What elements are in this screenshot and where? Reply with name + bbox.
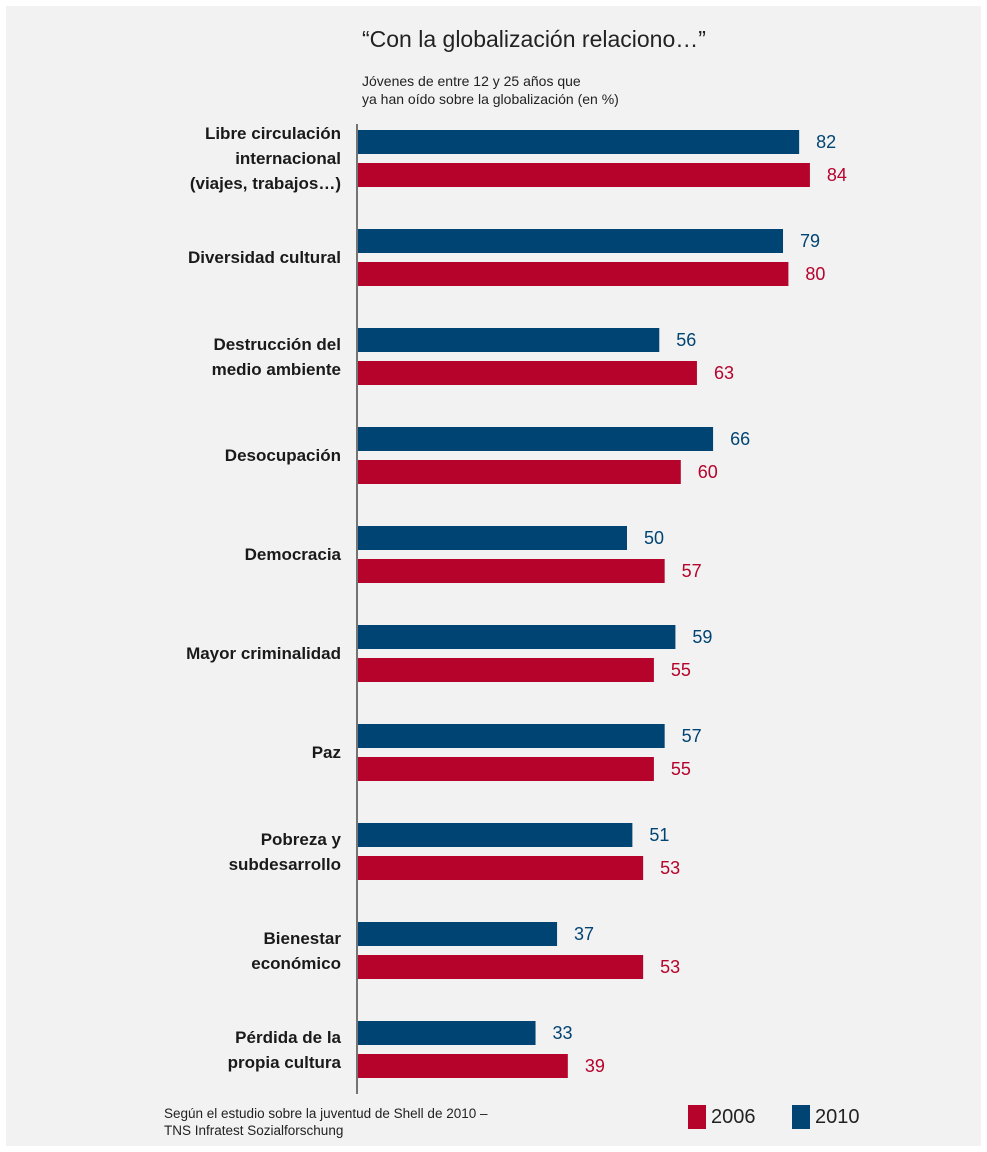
category-label-line: Pobreza y bbox=[260, 829, 341, 849]
bar-2010-1 bbox=[358, 229, 784, 253]
category-label-line: subdesarrollo bbox=[228, 854, 341, 874]
value-label-2010-3: 66 bbox=[730, 429, 751, 449]
source-line: Según el estudio sobre la juventud de Sh… bbox=[164, 1106, 488, 1121]
value-label-2006-6: 55 bbox=[670, 759, 691, 779]
category-label-line: Libre circulación bbox=[204, 124, 341, 143]
category-label-line: propia cultura bbox=[227, 1052, 341, 1072]
category-label-8: Bienestar económico bbox=[251, 926, 341, 976]
value-label-2006-2: 63 bbox=[713, 363, 734, 383]
value-label-2006-9: 39 bbox=[584, 1056, 605, 1076]
legend-swatch-2010 bbox=[792, 1105, 810, 1129]
chart-subtitle: Jóvenes de entre 12 y 25 años que ya han… bbox=[362, 72, 692, 108]
category-label-line: Paz bbox=[311, 743, 341, 762]
bar-2010-3 bbox=[358, 427, 714, 451]
value-label-2010-7: 51 bbox=[649, 825, 670, 845]
value-label-2006-5: 55 bbox=[670, 660, 691, 680]
value-label-2006-1: 80 bbox=[805, 264, 826, 284]
legend-label-2010: 2010 bbox=[815, 1105, 860, 1128]
bar-2006-0 bbox=[358, 163, 810, 187]
category-label-4: Democracia bbox=[245, 542, 341, 567]
bar-2006-6 bbox=[358, 757, 654, 781]
category-label-line: Desocupación bbox=[224, 446, 341, 465]
bar-2010-9 bbox=[358, 1021, 536, 1045]
bar-2010-0 bbox=[358, 130, 800, 154]
chart-title: “Con la globalización relaciono…” bbox=[362, 26, 706, 52]
value-label-2010-1: 79 bbox=[800, 231, 821, 251]
value-label-2006-8: 53 bbox=[660, 957, 681, 977]
category-label-line: Bienestar bbox=[263, 928, 341, 948]
value-label-2006-7: 53 bbox=[660, 858, 681, 878]
bar-2006-5 bbox=[358, 658, 654, 682]
bar-chart bbox=[356, 124, 810, 1094]
category-label-line: (viajes, trabajos…) bbox=[189, 174, 341, 193]
value-label-2006-4: 57 bbox=[681, 561, 702, 581]
category-label-line: Pérdida de la bbox=[235, 1027, 341, 1047]
category-label-2: Destrucción del medio ambiente bbox=[212, 332, 341, 382]
legend-item-2010: 2010 bbox=[792, 1105, 860, 1129]
category-label-line: económico bbox=[251, 953, 341, 973]
value-label-2010-8: 37 bbox=[574, 924, 595, 944]
subtitle-line: Jóvenes de entre 12 y 25 años que bbox=[362, 73, 581, 89]
category-label-0: Libre circulación internacional (viajes, t… bbox=[190, 121, 341, 196]
bar-2006-8 bbox=[358, 955, 644, 979]
legend-swatch-2006 bbox=[688, 1105, 706, 1129]
category-label-line: Mayor criminalidad bbox=[186, 644, 341, 663]
bar-2010-2 bbox=[358, 328, 660, 352]
value-label-2010-2: 56 bbox=[676, 330, 697, 350]
category-label-line: Democracia bbox=[244, 545, 341, 564]
category-label-7: Pobreza y subdesarrollo bbox=[229, 827, 341, 877]
value-label-2010-6: 57 bbox=[681, 726, 702, 746]
value-label-2010-4: 50 bbox=[644, 528, 665, 548]
bar-2006-4 bbox=[358, 559, 665, 583]
bar-2010-4 bbox=[358, 526, 627, 550]
value-label-2006-3: 60 bbox=[697, 462, 718, 482]
bar-2010-6 bbox=[358, 724, 665, 748]
category-label-line: medio ambiente bbox=[211, 359, 341, 379]
bar-2010-8 bbox=[358, 922, 558, 946]
bar-2010-7 bbox=[358, 823, 633, 847]
bar-2006-1 bbox=[358, 262, 789, 286]
category-label-3: Desocupación bbox=[225, 443, 341, 468]
value-label-2010-5: 59 bbox=[692, 627, 713, 647]
bar-2006-7 bbox=[358, 856, 644, 880]
category-label-line: Diversidad cultural bbox=[187, 248, 341, 267]
category-label-9: Pérdida de la propia cultura bbox=[228, 1025, 341, 1075]
category-label-6: Paz bbox=[312, 740, 341, 765]
source-note: Según el estudio sobre la juventud de Sh… bbox=[164, 1105, 584, 1139]
value-label-2010-9: 33 bbox=[552, 1023, 573, 1043]
category-label-line: Destrucción del bbox=[213, 334, 341, 354]
value-label-2010-0: 82 bbox=[816, 132, 837, 152]
legend-item-2006: 2006 bbox=[688, 1105, 756, 1129]
value-label-2006-0: 84 bbox=[826, 165, 847, 185]
category-label-line: internacional bbox=[235, 149, 341, 168]
bar-2010-5 bbox=[358, 625, 676, 649]
bar-2006-3 bbox=[358, 460, 681, 484]
category-label-5: Mayor criminalidad bbox=[186, 641, 341, 666]
source-line: TNS Infratest Sozialforschung bbox=[164, 1123, 344, 1138]
bar-2006-9 bbox=[358, 1054, 568, 1078]
category-label-1: Diversidad cultural bbox=[188, 245, 341, 270]
legend-label-2006: 2006 bbox=[711, 1105, 756, 1128]
bar-2006-2 bbox=[358, 361, 697, 385]
subtitle-line: ya han oído sobre la globalización (en %… bbox=[362, 91, 619, 107]
chart-panel: “Con la globalización relaciono…” Jóvene… bbox=[6, 6, 981, 1146]
